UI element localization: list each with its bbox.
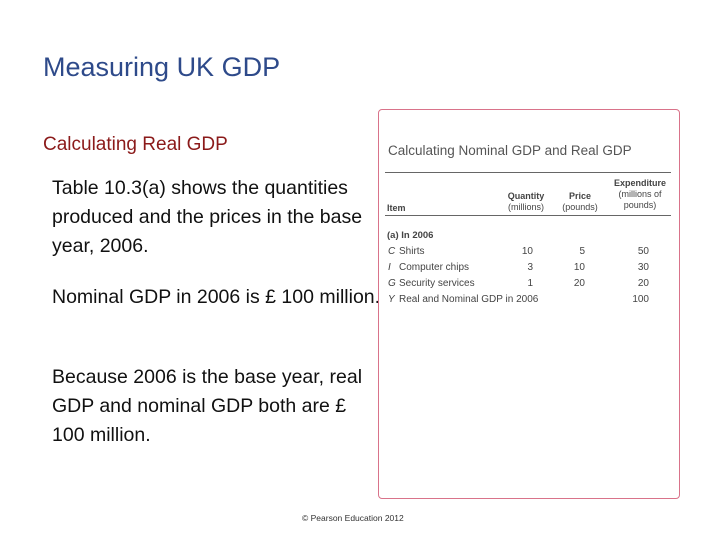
row-expenditure: 30 bbox=[637, 262, 649, 273]
row-quantity: 10 bbox=[521, 246, 533, 257]
row-quantity: 3 bbox=[527, 262, 533, 273]
row-price: 10 bbox=[573, 262, 585, 273]
row-item: Real and Nominal GDP in 2006 bbox=[399, 294, 539, 305]
section-label: (a) In 2006 bbox=[387, 230, 434, 241]
column-header-expenditure: Expenditure (millions of pounds) bbox=[605, 178, 675, 211]
column-header-item: Item bbox=[387, 203, 406, 214]
paragraph-real-gdp: Because 2006 is the base year, real GDP … bbox=[52, 366, 363, 446]
row-price: 20 bbox=[573, 278, 585, 289]
slide-title: Measuring UK GDP bbox=[43, 52, 281, 82]
row-symbol: Y bbox=[388, 294, 395, 305]
header-top-rule bbox=[385, 172, 671, 173]
row-symbol: I bbox=[388, 262, 391, 273]
table-row: C Shirts 10 5 50 bbox=[379, 246, 679, 260]
row-expenditure: 100 bbox=[632, 294, 649, 305]
column-header-quantity-unit: (millions) bbox=[508, 202, 544, 212]
column-header-price-unit: (pounds) bbox=[562, 202, 598, 212]
row-item: Computer chips bbox=[399, 262, 470, 273]
column-header-expenditure-unit: (millions of pounds) bbox=[618, 189, 662, 210]
copyright-footer: © Pearson Education 2012 bbox=[302, 513, 404, 523]
column-header-quantity-label: Quantity bbox=[507, 191, 545, 201]
row-item: Shirts bbox=[399, 246, 425, 257]
column-header-item-label: Item bbox=[387, 203, 406, 213]
table-row-total: Y Real and Nominal GDP in 2006 100 bbox=[379, 294, 679, 308]
row-expenditure: 50 bbox=[637, 246, 649, 257]
row-expenditure: 20 bbox=[637, 278, 649, 289]
row-symbol: G bbox=[388, 278, 396, 289]
slide-subtitle: Calculating Real GDP bbox=[43, 134, 228, 155]
row-price: 5 bbox=[579, 246, 585, 257]
column-header-price-label: Price bbox=[568, 191, 592, 201]
table-row: I Computer chips 3 10 30 bbox=[379, 262, 679, 276]
column-header-expenditure-label: Expenditure bbox=[613, 178, 666, 188]
row-symbol: C bbox=[388, 246, 396, 257]
paragraph-nominal-gdp: Nominal GDP in 2006 is £ 100 million. bbox=[52, 286, 381, 308]
gdp-table-panel: Calculating Nominal GDP and Real GDP Ite… bbox=[378, 109, 680, 499]
column-header-price: Price (pounds) bbox=[559, 191, 601, 213]
paragraph-base-year: Table 10.3(a) shows the quantities produ… bbox=[52, 177, 363, 257]
column-header-quantity: Quantity (millions) bbox=[499, 191, 553, 213]
header-bottom-rule bbox=[385, 215, 671, 216]
table-title: Calculating Nominal GDP and Real GDP bbox=[388, 143, 632, 158]
row-item: Security services bbox=[399, 278, 475, 289]
table-row: G Security services 1 20 20 bbox=[379, 278, 679, 292]
row-quantity: 1 bbox=[527, 278, 533, 289]
